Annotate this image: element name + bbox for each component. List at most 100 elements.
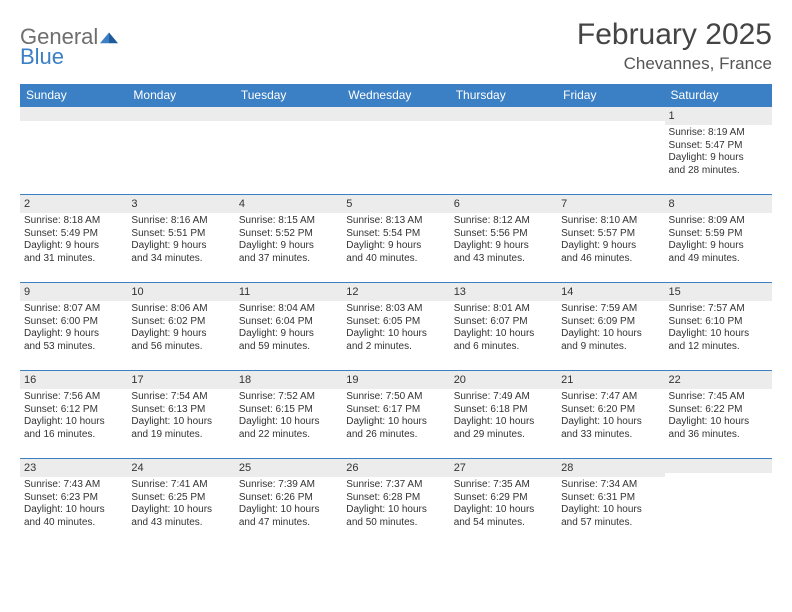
- day-detail-line: Daylight: 10 hours: [346, 328, 445, 341]
- day-details: Sunrise: 7:49 AMSunset: 6:18 PMDaylight:…: [450, 389, 557, 445]
- calendar-cell: 17Sunrise: 7:54 AMSunset: 6:13 PMDayligh…: [127, 371, 234, 459]
- day-detail-line: Sunset: 5:57 PM: [561, 228, 660, 241]
- day-detail-line: Sunrise: 7:54 AM: [131, 391, 230, 404]
- day-number: 22: [665, 371, 772, 389]
- day-details: Sunrise: 7:56 AMSunset: 6:12 PMDaylight:…: [20, 389, 127, 445]
- logo-mark-icon: [100, 30, 118, 44]
- day-detail-line: and 50 minutes.: [346, 517, 445, 530]
- day-detail-line: Sunrise: 7:43 AM: [24, 479, 123, 492]
- day-detail-line: Sunset: 6:28 PM: [346, 492, 445, 505]
- day-number: 18: [235, 371, 342, 389]
- calendar-cell: [557, 107, 664, 195]
- day-detail-line: Daylight: 9 hours: [454, 240, 553, 253]
- day-header-row: Sunday Monday Tuesday Wednesday Thursday…: [20, 84, 772, 107]
- day-detail-line: Sunrise: 8:10 AM: [561, 215, 660, 228]
- day-detail-line: Daylight: 10 hours: [454, 416, 553, 429]
- day-detail-line: Daylight: 9 hours: [131, 240, 230, 253]
- day-detail-line: Sunset: 6:04 PM: [239, 316, 338, 329]
- calendar-cell: 10Sunrise: 8:06 AMSunset: 6:02 PMDayligh…: [127, 283, 234, 371]
- day-detail-line: and 31 minutes.: [24, 253, 123, 266]
- logo-text-blue: Blue: [20, 44, 64, 70]
- calendar-cell: 7 Sunrise: 8:10 AMSunset: 5:57 PMDaylight…: [557, 195, 664, 283]
- day-number: 9: [20, 283, 127, 301]
- day-details: Sunrise: 7:39 AMSunset: 6:26 PMDaylight:…: [235, 477, 342, 533]
- day-number: 2: [20, 195, 127, 213]
- day-details: Sunrise: 7:43 AMSunset: 6:23 PMDaylight:…: [20, 477, 127, 533]
- day-details: [342, 121, 449, 127]
- day-detail-line: Sunset: 6:00 PM: [24, 316, 123, 329]
- day-detail-line: Daylight: 10 hours: [669, 328, 768, 341]
- calendar-cell: [665, 459, 772, 547]
- day-detail-line: Sunset: 5:52 PM: [239, 228, 338, 241]
- month-title: February 2025: [577, 18, 772, 52]
- day-detail-line: Sunset: 6:29 PM: [454, 492, 553, 505]
- calendar-cell: 2Sunrise: 8:18 AMSunset: 5:49 PMDaylight…: [20, 195, 127, 283]
- calendar-cell: [342, 107, 449, 195]
- day-detail-line: Sunrise: 8:12 AM: [454, 215, 553, 228]
- day-detail-line: Sunrise: 8:13 AM: [346, 215, 445, 228]
- day-detail-line: Sunset: 6:31 PM: [561, 492, 660, 505]
- day-detail-line: and 43 minutes.: [131, 517, 230, 530]
- day-detail-line: Daylight: 9 hours: [346, 240, 445, 253]
- calendar-cell: 3Sunrise: 8:16 AMSunset: 5:51 PMDaylight…: [127, 195, 234, 283]
- day-detail-line: Sunset: 6:02 PM: [131, 316, 230, 329]
- day-detail-line: and 34 minutes.: [131, 253, 230, 266]
- day-detail-line: Sunset: 6:15 PM: [239, 404, 338, 417]
- day-number: 27: [450, 459, 557, 477]
- day-detail-line: Daylight: 9 hours: [561, 240, 660, 253]
- day-detail-line: Sunrise: 7:50 AM: [346, 391, 445, 404]
- day-detail-line: Sunrise: 8:01 AM: [454, 303, 553, 316]
- day-details: Sunrise: 8:07 AMSunset: 6:00 PMDaylight:…: [20, 301, 127, 357]
- day-detail-line: and 56 minutes.: [131, 341, 230, 354]
- calendar-cell: 13Sunrise: 8:01 AMSunset: 6:07 PMDayligh…: [450, 283, 557, 371]
- day-detail-line: Sunrise: 8:18 AM: [24, 215, 123, 228]
- day-detail-line: Sunrise: 8:06 AM: [131, 303, 230, 316]
- calendar-week-row: 23Sunrise: 7:43 AMSunset: 6:23 PMDayligh…: [20, 459, 772, 547]
- calendar-week-row: 9Sunrise: 8:07 AMSunset: 6:00 PMDaylight…: [20, 283, 772, 371]
- day-detail-line: Sunset: 6:26 PM: [239, 492, 338, 505]
- calendar-cell: 11Sunrise: 8:04 AMSunset: 6:04 PMDayligh…: [235, 283, 342, 371]
- calendar-cell: 5Sunrise: 8:13 AMSunset: 5:54 PMDaylight…: [342, 195, 449, 283]
- day-detail-line: Daylight: 10 hours: [561, 416, 660, 429]
- day-number: [665, 459, 772, 473]
- day-details: Sunrise: 7:59 AMSunset: 6:09 PMDaylight:…: [557, 301, 664, 357]
- day-detail-line: Daylight: 9 hours: [239, 328, 338, 341]
- calendar-cell: 12Sunrise: 8:03 AMSunset: 6:05 PMDayligh…: [342, 283, 449, 371]
- day-detail-line: Sunrise: 7:37 AM: [346, 479, 445, 492]
- day-details: Sunrise: 8:01 AMSunset: 6:07 PMDaylight:…: [450, 301, 557, 357]
- day-number: 7: [557, 195, 664, 213]
- day-detail-line: Daylight: 10 hours: [131, 416, 230, 429]
- day-number: 26: [342, 459, 449, 477]
- day-detail-line: Sunset: 6:22 PM: [669, 404, 768, 417]
- day-number: 12: [342, 283, 449, 301]
- day-detail-line: Daylight: 10 hours: [131, 504, 230, 517]
- location-label: Chevannes, France: [577, 54, 772, 74]
- calendar-cell: 14Sunrise: 7:59 AMSunset: 6:09 PMDayligh…: [557, 283, 664, 371]
- day-details: Sunrise: 7:52 AMSunset: 6:15 PMDaylight:…: [235, 389, 342, 445]
- day-number: 17: [127, 371, 234, 389]
- day-details: Sunrise: 8:19 AMSunset: 5:47 PMDaylight:…: [665, 125, 772, 181]
- dayheader-wednesday: Wednesday: [342, 84, 449, 107]
- day-details: Sunrise: 8:06 AMSunset: 6:02 PMDaylight:…: [127, 301, 234, 357]
- day-number: [127, 107, 234, 121]
- day-detail-line: Sunset: 5:54 PM: [346, 228, 445, 241]
- day-number: 23: [20, 459, 127, 477]
- day-number: 28: [557, 459, 664, 477]
- dayheader-friday: Friday: [557, 84, 664, 107]
- calendar-cell: 6Sunrise: 8:12 AMSunset: 5:56 PMDaylight…: [450, 195, 557, 283]
- day-detail-line: Daylight: 10 hours: [561, 328, 660, 341]
- day-number: [20, 107, 127, 121]
- day-detail-line: and 54 minutes.: [454, 517, 553, 530]
- day-number: 14: [557, 283, 664, 301]
- day-detail-line: Sunrise: 7:56 AM: [24, 391, 123, 404]
- day-detail-line: Daylight: 9 hours: [669, 152, 768, 165]
- day-details: Sunrise: 8:04 AMSunset: 6:04 PMDaylight:…: [235, 301, 342, 357]
- day-detail-line: and 43 minutes.: [454, 253, 553, 266]
- day-detail-line: and 59 minutes.: [239, 341, 338, 354]
- day-detail-line: Sunset: 6:12 PM: [24, 404, 123, 417]
- day-detail-line: Sunrise: 7:34 AM: [561, 479, 660, 492]
- calendar-cell: 4Sunrise: 8:15 AMSunset: 5:52 PMDaylight…: [235, 195, 342, 283]
- calendar-cell: 20Sunrise: 7:49 AMSunset: 6:18 PMDayligh…: [450, 371, 557, 459]
- day-detail-line: Daylight: 10 hours: [239, 416, 338, 429]
- calendar-cell: 19Sunrise: 7:50 AMSunset: 6:17 PMDayligh…: [342, 371, 449, 459]
